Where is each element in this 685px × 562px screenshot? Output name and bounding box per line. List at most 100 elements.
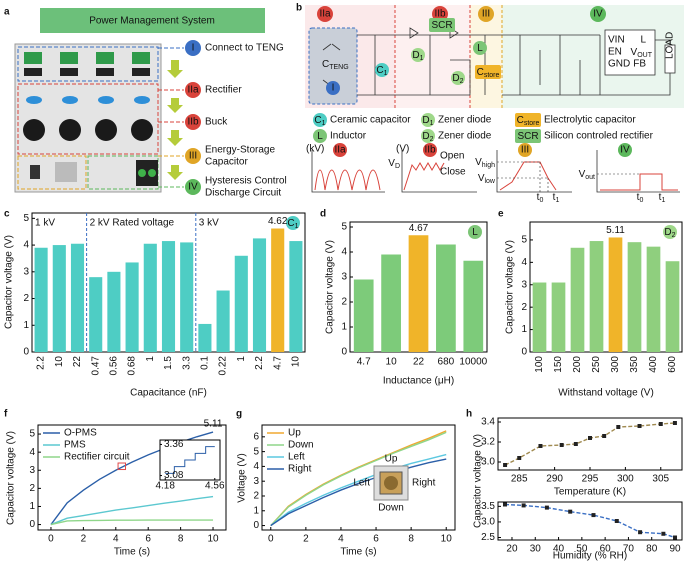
numeral: IIb <box>187 117 199 128</box>
legend-text: Inductor <box>330 131 367 142</box>
series-line <box>504 422 675 466</box>
x-tick-label: 300 <box>610 356 621 373</box>
bar <box>271 228 285 352</box>
x-tick-label: 305 <box>652 474 669 485</box>
bar <box>570 247 585 352</box>
marker <box>616 425 621 429</box>
x-tick-label: 600 <box>667 356 678 373</box>
legend-label: Left <box>288 452 305 463</box>
y-tick-label: 1 <box>29 501 35 512</box>
symbol: Vhigh <box>475 157 495 170</box>
chip-pin: EN <box>608 47 622 58</box>
numeral: IV <box>188 182 198 193</box>
legend-text: Silicon controled rectifier <box>544 131 654 142</box>
symbol-main: V <box>478 173 485 184</box>
direction-label: Right <box>412 478 436 489</box>
numeral-badge <box>185 148 201 164</box>
x-axis-label: Temperature (K) <box>554 487 626 498</box>
bar <box>627 242 642 352</box>
x-tick-label: 350 <box>629 356 640 373</box>
badge <box>421 113 435 127</box>
x-tick-label: 0.68 <box>127 356 138 376</box>
x-tick-label: 4 <box>338 534 344 545</box>
y-tick-label: 0 <box>29 519 35 530</box>
wave-tag: IIb <box>424 145 436 156</box>
panel-letter: e <box>498 209 504 220</box>
y-tick-label: 3 <box>23 266 29 277</box>
marker <box>538 444 543 448</box>
bar <box>665 261 680 352</box>
symbol: SCR <box>431 20 452 31</box>
x-tick-label: 80 <box>646 544 658 555</box>
symbol-main: D <box>412 50 419 61</box>
x-tick-label: 295 <box>582 474 599 485</box>
symbol: VD <box>388 158 400 171</box>
marker <box>673 535 678 540</box>
bar <box>646 246 661 352</box>
y-tick-label: 5 <box>23 213 29 224</box>
symbol: Cstore <box>477 67 500 80</box>
badge <box>468 225 482 239</box>
flow-arrows <box>167 60 183 180</box>
marker <box>661 531 666 536</box>
bar <box>589 241 604 352</box>
symbol-sub: low <box>484 178 495 185</box>
inset-y-tick-label: 3.36 <box>164 439 184 450</box>
x-tick-label: 8 <box>178 534 184 545</box>
teng-badge <box>326 81 340 95</box>
symbol-main: t <box>659 192 662 203</box>
symbol: Vlow <box>478 173 496 186</box>
chip-pin: L <box>640 35 646 46</box>
y-tick-label: 2.5 <box>481 532 495 543</box>
y-tick-label: 2 <box>521 302 527 313</box>
y-tick-label: 3.5 <box>481 501 495 512</box>
symbol-sub: 1 <box>420 55 424 62</box>
marker <box>544 505 549 510</box>
x-tick-label: 2 <box>303 534 309 545</box>
bar <box>34 247 48 352</box>
badge <box>429 18 455 32</box>
wave-badge <box>333 143 347 157</box>
section-numeral: III <box>482 9 490 20</box>
y-tick-label: 2 <box>29 483 35 494</box>
y-axis-label: Capacitor voltage (V) <box>505 240 516 334</box>
bar <box>52 245 66 352</box>
legend-label: Rectifier circuit <box>64 452 130 463</box>
symbol-sub: store <box>484 72 500 79</box>
wave-unit: (V) <box>396 144 409 155</box>
symbol-sub: 0 <box>539 197 543 204</box>
x-tick-label: 1 <box>145 356 156 362</box>
waveform-frames <box>311 150 680 193</box>
x-tick-label: 1.5 <box>163 356 174 370</box>
y-axis-label: Capacitor voltage (V) <box>6 431 17 525</box>
series-line <box>50 495 214 526</box>
teng-box <box>308 27 358 105</box>
marker <box>588 436 592 440</box>
symbol-sub: 2 <box>430 136 434 143</box>
bar <box>436 244 456 352</box>
x-axis-label: Capacitance (nF) <box>130 388 207 399</box>
symbol-sub: high <box>482 162 495 169</box>
badge <box>313 129 327 143</box>
x-tick-label: 2 <box>81 534 87 545</box>
x-tick-label: 0.22 <box>218 356 229 376</box>
symbol-main: C <box>322 59 329 70</box>
item-text: Connect to TENG <box>205 43 284 54</box>
region-box <box>17 155 87 190</box>
y-tick-label: 3 <box>29 465 35 476</box>
wave-tag: III <box>521 145 529 156</box>
y-tick-label: 3.0 <box>481 457 495 468</box>
y-tick-label: 1 <box>23 320 29 331</box>
plot-frame <box>529 221 683 353</box>
x-axis-label: Withstand voltage (V) <box>558 388 654 399</box>
bar <box>198 323 212 352</box>
badge <box>313 113 327 127</box>
numeral: III <box>189 151 197 162</box>
y-tick-label: 3 <box>341 272 347 283</box>
series-line <box>270 458 447 527</box>
symbol-sub: 1 <box>295 223 299 230</box>
bar <box>608 237 623 352</box>
section-numeral: IIa <box>319 9 331 20</box>
symbol-sub: 1 <box>384 70 388 77</box>
symbol-sub: out <box>585 174 595 181</box>
